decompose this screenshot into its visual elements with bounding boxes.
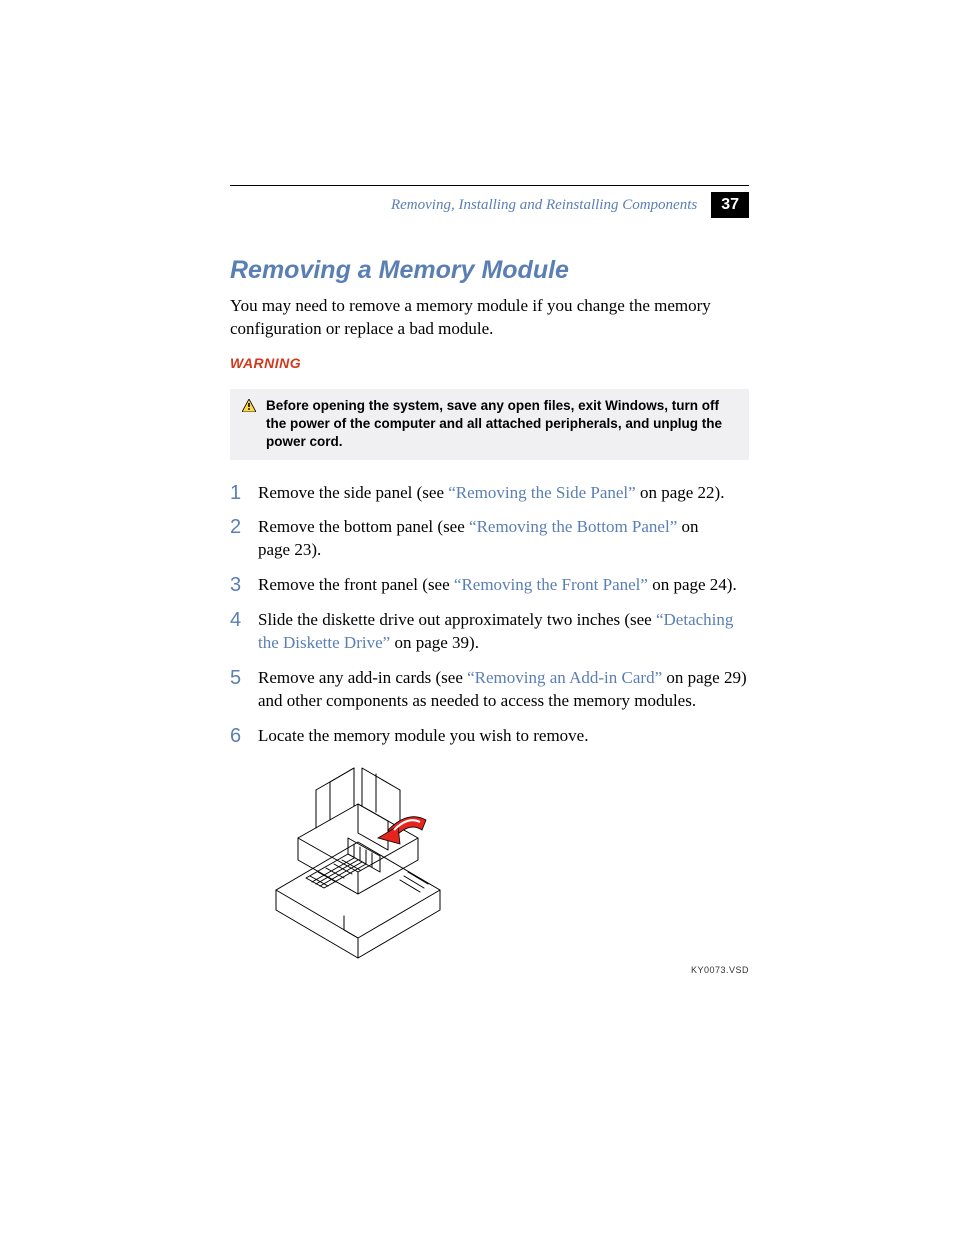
step-item: Remove any add-in cards (see “Removing a…	[230, 667, 749, 713]
step-item: Remove the side panel (see “Removing the…	[230, 482, 749, 505]
document-page: Removing, Installing and Reinstalling Co…	[0, 0, 954, 975]
running-header: Removing, Installing and Reinstalling Co…	[230, 192, 749, 218]
procedure-steps: Remove the side panel (see “Removing the…	[230, 482, 749, 748]
intro-paragraph: You may need to remove a memory module i…	[230, 295, 749, 341]
step-text: Remove the side panel (see	[258, 483, 448, 502]
step-text: Locate the memory module you wish to rem…	[258, 726, 588, 745]
xref-link[interactable]: “Removing the Side Panel”	[448, 483, 635, 502]
step-text: Remove the bottom panel (see	[258, 517, 469, 536]
warning-text: Before opening the system, save any open…	[266, 397, 737, 452]
step-item: Remove the front panel (see “Removing th…	[230, 574, 749, 597]
step-text: on page 39).	[390, 633, 479, 652]
section-heading: Removing a Memory Module	[230, 256, 749, 285]
step-item: Locate the memory module you wish to rem…	[230, 725, 749, 748]
step-text: Remove the front panel (see	[258, 575, 454, 594]
figure-row: KY0073.VSD	[230, 760, 749, 975]
warning-triangle-icon	[242, 399, 256, 417]
header-rule	[230, 185, 749, 186]
xref-link[interactable]: “Removing an Add-in Card”	[467, 668, 662, 687]
step-item: Slide the diskette drive out approximate…	[230, 609, 749, 655]
warning-callout: Before opening the system, save any open…	[230, 389, 749, 460]
step-item: Remove the bottom panel (see “Removing t…	[230, 516, 749, 562]
xref-link[interactable]: “Removing the Front Panel”	[454, 575, 648, 594]
page-number: 37	[711, 192, 749, 218]
figure-id-label: KY0073.VSD	[691, 965, 749, 975]
chassis-illustration	[258, 760, 458, 975]
warning-label: WARNING	[230, 355, 749, 371]
step-text: Remove any add-in cards (see	[258, 668, 467, 687]
chapter-title: Removing, Installing and Reinstalling Co…	[391, 197, 697, 214]
step-text: on page 22).	[636, 483, 725, 502]
step-text: Slide the diskette drive out approximate…	[258, 610, 656, 629]
step-text: on page 24).	[648, 575, 737, 594]
xref-link[interactable]: “Removing the Bottom Panel”	[469, 517, 677, 536]
